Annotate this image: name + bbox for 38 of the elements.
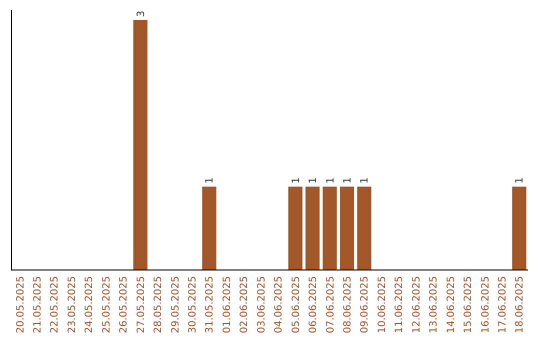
x-tick-label: 20.05.2025 [15,276,26,334]
x-tick-label: 23.05.2025 [66,276,78,334]
x-tick-label: 14.06.2025 [446,276,457,334]
x-tick-label: 28.05.2025 [153,276,164,334]
x-tick-label: 09.06.2025 [360,276,371,334]
data-label: 1 [342,177,354,184]
x-tick-label: 03.06.2025 [256,276,268,334]
data-label: 1 [325,177,336,184]
x-tick-label: 01.06.2025 [222,276,233,334]
x-tick-label: 07.06.2025 [325,276,336,334]
x-tick-label: 29.05.2025 [170,276,182,334]
x-tick-label: 13.06.2025 [428,276,440,334]
data-label: 1 [308,177,320,184]
x-tick-label: 22.05.2025 [50,276,61,334]
x-tick-label: 06.06.2025 [308,276,320,334]
x-tick-label: 04.06.2025 [274,276,285,334]
x-tick-label: 27.05.2025 [136,276,147,334]
x-tick-label: 30.05.2025 [188,276,198,334]
x-tick-label: 21.05.2025 [32,276,44,334]
data-label: 1 [514,177,526,184]
x-tick-label: 15.06.2025 [463,276,474,334]
x-tick-label: 18.06.2025 [514,276,526,334]
x-tick-label: 11.06.2025 [394,276,406,334]
x-tick-label: 26.05.2025 [118,276,130,334]
x-tick-label: 16.06.2025 [480,276,492,334]
x-tick-label: 10.06.2025 [376,276,388,334]
x-tick-label: 17.06.2025 [497,276,508,334]
x-tick-label: 12.06.2025 [411,276,422,334]
data-label: 3 [136,10,147,17]
x-tick-label: 25.05.2025 [101,276,112,334]
x-tick-label: 02.06.2025 [239,276,250,334]
x-tick-label: 05.06.2025 [290,276,302,334]
x-tick-label: 24.05.2025 [84,276,96,334]
data-label: 1 [290,177,302,184]
x-tick-label: 08.06.2025 [342,276,354,334]
x-tick-label: 31.05.2025 [204,276,216,334]
data-label: 1 [204,177,216,184]
data-label: 1 [360,177,371,184]
